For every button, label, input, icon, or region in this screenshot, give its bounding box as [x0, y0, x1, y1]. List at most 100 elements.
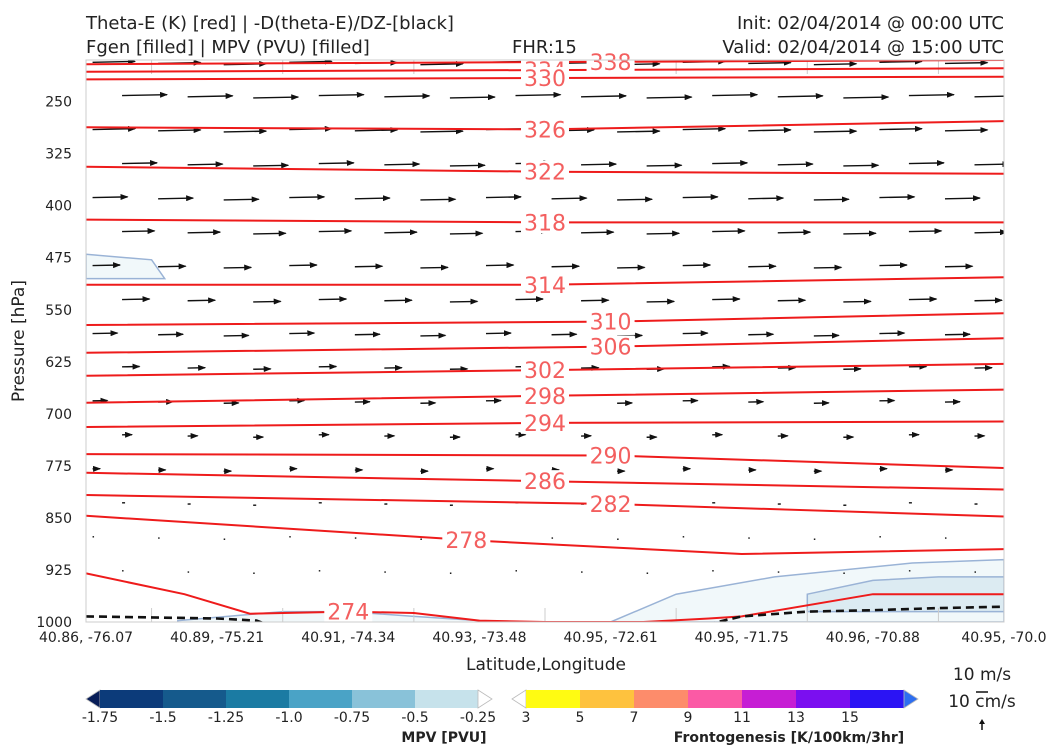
wind-vector	[581, 161, 618, 168]
colorbar-cell	[526, 690, 581, 708]
y-tick-550: 550	[45, 303, 72, 319]
wind-vector	[748, 331, 775, 338]
wind-vector	[384, 297, 413, 304]
wind-vector	[748, 60, 792, 66]
wind-vector	[122, 160, 159, 167]
wind-vector	[777, 297, 807, 304]
contour-label-bg	[521, 470, 569, 493]
x-tick-0: 40.86, -76.07	[39, 630, 133, 646]
contour-label-326: 326	[524, 118, 566, 143]
contour-label-338: 338	[590, 51, 632, 76]
wind-vector	[908, 91, 955, 98]
wind-vector	[944, 263, 974, 270]
contour-label-bg	[521, 273, 569, 296]
wind-vector	[253, 94, 300, 101]
y-tick-400: 400	[45, 199, 72, 215]
theta-e-contour-278	[86, 514, 1004, 556]
wind-vector	[515, 91, 562, 98]
wind-vector	[384, 161, 421, 168]
wind-vector	[158, 127, 202, 134]
contour-label-290: 290	[590, 444, 632, 469]
colorbar-tick: -0.25	[460, 710, 496, 726]
contour-label-322: 322	[524, 161, 566, 186]
x-tick-2: 40.91, -74.34	[301, 630, 395, 646]
wind-vector	[449, 298, 479, 305]
wind-vector	[974, 297, 1003, 304]
wind-vector	[485, 262, 515, 269]
wind-vector	[158, 263, 187, 270]
contour-label-318: 318	[524, 211, 566, 236]
wind-vector	[223, 196, 260, 203]
contour-label-bg	[521, 160, 569, 183]
x-tick-labels: 40.86, -76.07 40.89, -75.21 40.91, -74.34 4…	[39, 630, 1047, 646]
init-time: Init: 02/04/2014 @ 00:00 UTC	[736, 13, 1004, 34]
wind-vector	[449, 230, 484, 237]
wind-vector	[420, 196, 457, 203]
contour-label-bg	[521, 118, 569, 141]
wind-vector	[581, 93, 628, 100]
wind-vector	[122, 228, 156, 235]
wind-vector	[908, 228, 943, 235]
wind-vector	[712, 296, 741, 303]
y-tick-labels: 250 325 400 475 550 625 700 775 850 925 1000	[36, 95, 72, 631]
mpv-colorbar-label: MPV [PVU]	[401, 730, 486, 746]
contour-label-314: 314	[524, 274, 566, 299]
colorbar-cell	[742, 690, 797, 708]
colorbar-cell	[634, 690, 689, 708]
plot-frame	[85, 59, 1005, 623]
wind-vector	[617, 196, 654, 203]
wind-vector	[318, 296, 348, 303]
colorbar-tick: -0.5	[401, 710, 428, 726]
wind-vector	[485, 330, 512, 337]
colorbar-cell	[850, 690, 905, 708]
wind-vector	[354, 263, 384, 270]
wind-vector	[318, 160, 355, 167]
wind-vector	[748, 263, 777, 270]
colorbar-tick: -1.0	[275, 710, 302, 726]
ref-vertical-arrowhead	[979, 719, 985, 724]
y-axis-label: Pressure [hPa]	[9, 280, 29, 402]
contour-label-286: 286	[524, 470, 566, 495]
wind-vector	[813, 264, 843, 271]
wind-vector	[843, 162, 880, 169]
contour-labels: 3383343303263223183143103063022982942902…	[324, 50, 635, 626]
wind-vector	[449, 94, 496, 101]
wind-vector	[187, 93, 234, 100]
contour-label-294: 294	[524, 412, 566, 437]
colorbar-cell	[226, 690, 290, 708]
wind-vector	[879, 330, 906, 337]
wind-vector	[617, 128, 661, 135]
colorbar-cell	[580, 690, 635, 708]
y-tick-925: 925	[45, 563, 72, 579]
wind-vector	[646, 94, 693, 101]
wind-vector	[682, 125, 727, 132]
wind-vector	[318, 228, 353, 235]
wind-vector	[777, 161, 814, 168]
wind-vector	[646, 230, 681, 237]
wind-vector	[551, 263, 581, 270]
wind-vector	[777, 229, 812, 236]
contour-label-bg	[442, 528, 491, 551]
wind-vector	[485, 194, 522, 201]
wind-vector	[908, 296, 938, 303]
wind-vector	[682, 262, 712, 269]
contour-label-278: 278	[445, 529, 487, 554]
contour-label-306: 306	[590, 336, 632, 361]
colorbar-tick: -1.75	[82, 710, 118, 726]
wind-vector	[551, 331, 578, 338]
wind-vector	[289, 194, 326, 201]
fgen-colorbar: 3 5 7 9 11 13 15	[511, 689, 919, 726]
colorbar-cell	[511, 689, 527, 709]
contour-label-bg	[586, 310, 635, 333]
wind-vector	[617, 264, 646, 271]
colorbar-cell	[289, 690, 353, 708]
contour-label-bg	[521, 411, 569, 434]
x-axis-label: Latitude,Longitude	[466, 655, 626, 675]
colorbar-cell	[85, 689, 101, 709]
wind-vector	[253, 298, 282, 305]
contour-label-bg	[521, 384, 569, 407]
theta-e-contour-274	[86, 572, 1004, 622]
wind-vector	[92, 262, 122, 269]
wind-vector	[158, 195, 195, 202]
